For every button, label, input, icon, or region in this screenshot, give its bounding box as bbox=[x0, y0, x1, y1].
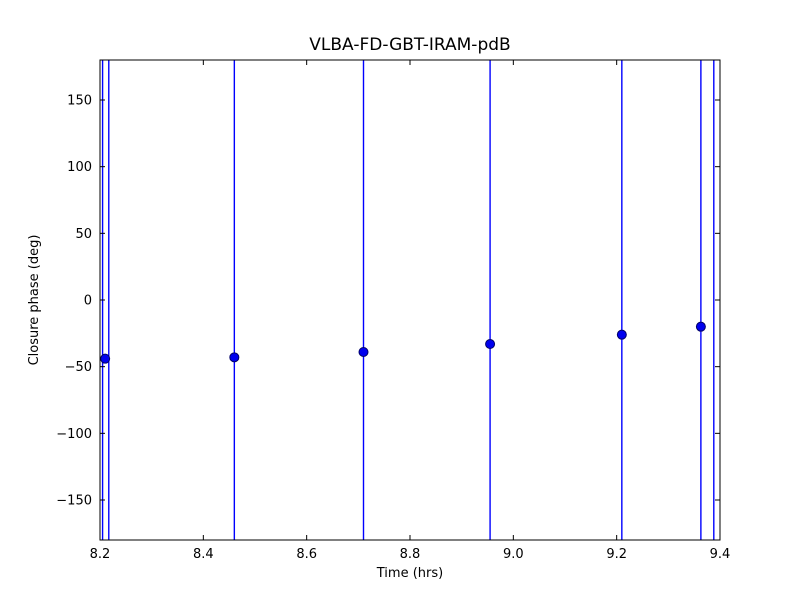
y-tick-label: 0 bbox=[84, 294, 92, 309]
data-point bbox=[358, 347, 369, 357]
data-point bbox=[485, 339, 496, 349]
x-tick-label: 9.0 bbox=[503, 547, 524, 562]
x-tick-label: 8.6 bbox=[296, 547, 317, 562]
x-tick-label: 8.2 bbox=[90, 547, 111, 562]
x-tick-label: 8.4 bbox=[193, 547, 214, 562]
y-tick-label: 100 bbox=[67, 160, 92, 175]
y-tick-label: 50 bbox=[75, 227, 92, 242]
data-point bbox=[229, 352, 240, 363]
tick-labels-layer: 8.2 8.4 8.6 8.8 9.0 9.2 9.4 −150 −100 −50 0 50 100 15… bbox=[56, 94, 730, 563]
axes-frame bbox=[99, 59, 721, 541]
data-point bbox=[100, 353, 111, 364]
y-axis-label: Closure phase (deg) bbox=[27, 235, 42, 366]
y-tick-label: −150 bbox=[56, 494, 92, 509]
data-points-layer bbox=[100, 321, 706, 364]
y-tick-label: −100 bbox=[56, 427, 92, 442]
chart-title: VLBA-FD-GBT-IRAM-pdB bbox=[309, 35, 510, 55]
x-tick-label: 8.8 bbox=[400, 547, 421, 562]
x-tick-label: 9.4 bbox=[710, 547, 731, 562]
error-bars-layer bbox=[101, 60, 715, 540]
data-point bbox=[695, 321, 706, 332]
y-tick-label: 150 bbox=[67, 94, 92, 109]
x-axis-label: Time (hrs) bbox=[376, 566, 443, 581]
x-tick-label: 9.2 bbox=[606, 547, 627, 562]
y-tick-label: −50 bbox=[65, 360, 92, 375]
ticks-layer bbox=[99, 60, 721, 540]
data-point bbox=[616, 329, 627, 340]
